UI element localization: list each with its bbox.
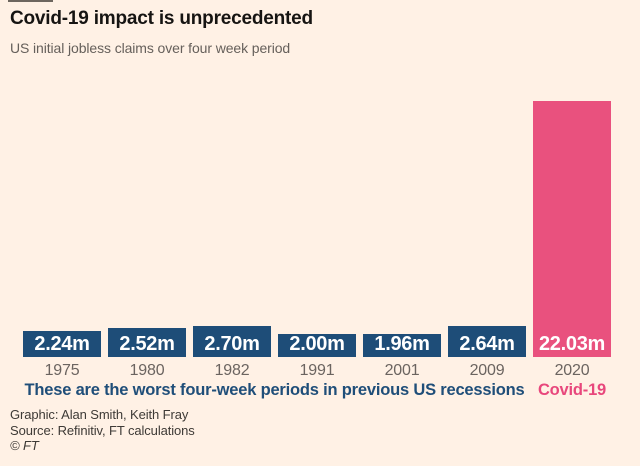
bar-column: 2.70m 1982	[193, 101, 271, 380]
covid-19-label: Covid-19	[537, 381, 607, 399]
bar-column: 2.52m 1980	[108, 101, 186, 380]
bar-year-label: 1991	[299, 362, 335, 379]
bar-year-label: 1980	[129, 362, 165, 379]
source-line: Source: Refinitiv, FT calculations	[10, 422, 195, 438]
bar-value-label: 2.24m	[34, 333, 90, 355]
chart-title: Covid-19 impact is unprecedented	[10, 8, 313, 29]
bar: 2.70m	[193, 326, 271, 357]
bar-value-label: 2.00m	[289, 333, 345, 355]
bar-value-label: 22.03m	[538, 333, 606, 355]
bar-year-label: 2020	[554, 362, 590, 379]
chart-header: Covid-19 impact is unprecedented US init…	[10, 7, 313, 57]
graphic-credit: Graphic: Alan Smith, Keith Fray	[10, 407, 189, 422]
bar-area: 2.24m	[23, 101, 101, 357]
bar-column: 2.00m 1991	[278, 101, 356, 380]
bar-area: 2.00m	[278, 101, 356, 357]
bar: 1.96m	[363, 334, 441, 357]
recessions-note: These are the worst four-week periods in…	[24, 381, 525, 399]
bar: 2.52m	[108, 328, 186, 357]
chart-subtitle: US initial jobless claims over four week…	[10, 40, 291, 56]
bar-year-label: 1982	[214, 362, 250, 379]
bar-area: 2.64m	[448, 101, 526, 357]
bar-column: 2.64m 2009	[448, 101, 526, 380]
chart-footer: Graphic: Alan Smith, Keith Fray Source: …	[10, 407, 195, 454]
bar: 2.64m	[448, 326, 526, 357]
bar-value-label: 2.70m	[204, 333, 260, 355]
ft-copyright: © FT	[10, 438, 39, 453]
bar-value-label: 1.96m	[374, 333, 430, 355]
bar-year-label: 1975	[44, 362, 80, 379]
bar-column: 2.24m 1975	[23, 101, 101, 380]
bar: 2.24m	[23, 331, 101, 357]
bar-value-label: 2.64m	[459, 333, 515, 355]
bar-column: 22.03m 2020	[533, 101, 611, 380]
bar-year-label: 2001	[384, 362, 420, 379]
bar-area: 22.03m	[533, 101, 611, 357]
bar-area: 2.70m	[193, 101, 271, 357]
bar-column: 1.96m 2001	[363, 101, 441, 380]
bar-chart: 2.24m 1975 2.52m 1980 2.70m 1982 2.00m 1991 1.96…	[0, 101, 640, 399]
bar-columns: 2.24m 1975 2.52m 1980 2.70m 1982 2.00m 1991 1.96…	[0, 101, 640, 380]
top-edge-mark	[8, 0, 53, 2]
bar: 2.00m	[278, 334, 356, 357]
annotation-row: These are the worst four-week periods in…	[23, 381, 611, 400]
bar-value-label: 2.52m	[119, 333, 175, 355]
bar-year-label: 2009	[469, 362, 505, 379]
bar: 22.03m	[533, 101, 611, 357]
bar-area: 1.96m	[363, 101, 441, 357]
bar-area: 2.52m	[108, 101, 186, 357]
